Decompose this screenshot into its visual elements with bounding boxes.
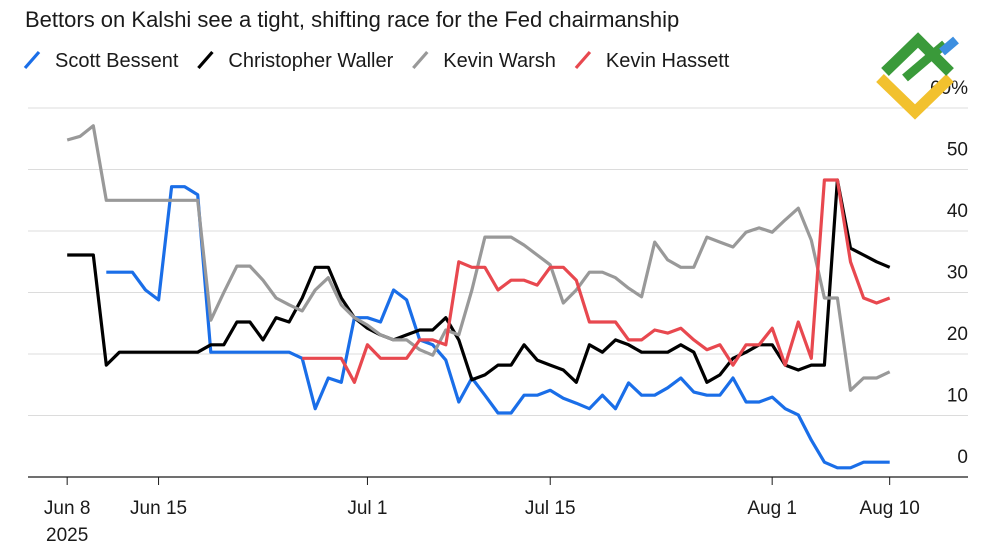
y-tick-label: 10 [947, 386, 968, 407]
x-tick-label: Jul 1 [347, 498, 387, 519]
x-tick-label: Aug 10 [860, 498, 920, 519]
y-tick-label: 20 [947, 324, 968, 345]
series-line [106, 185, 890, 470]
legend-label: Kevin Hassett [606, 50, 730, 72]
legend-label: Christopher Waller [228, 50, 393, 72]
x-tick-label: Jul 15 [525, 498, 576, 519]
legend-swatch [574, 50, 592, 70]
y-tick-label: 0 [957, 447, 968, 468]
legend: Scott Bessent Christopher Waller Kevin War… [23, 50, 730, 72]
series-line [67, 178, 891, 384]
x-year-label: 2025 [46, 525, 88, 545]
chart-title: Bettors on Kalshi see a tight, shifting … [25, 7, 679, 32]
x-tick-label: Jun 15 [130, 498, 187, 519]
x-tick-label: Jun 8 [44, 498, 90, 519]
series-line [302, 178, 891, 384]
legend-swatch [412, 50, 429, 70]
x-tick-label: Aug 1 [747, 498, 797, 519]
y-tick-label: 40 [947, 201, 968, 222]
legend-swatch [197, 50, 214, 70]
legend-label: Kevin Warsh [443, 50, 556, 72]
legend-swatch [23, 50, 41, 70]
y-tick-label: 50 [947, 140, 968, 161]
y-tick-label: 30 [947, 263, 968, 284]
series-line [66, 124, 891, 392]
legend-label: Scott Bessent [55, 50, 179, 72]
logo [876, 32, 959, 120]
